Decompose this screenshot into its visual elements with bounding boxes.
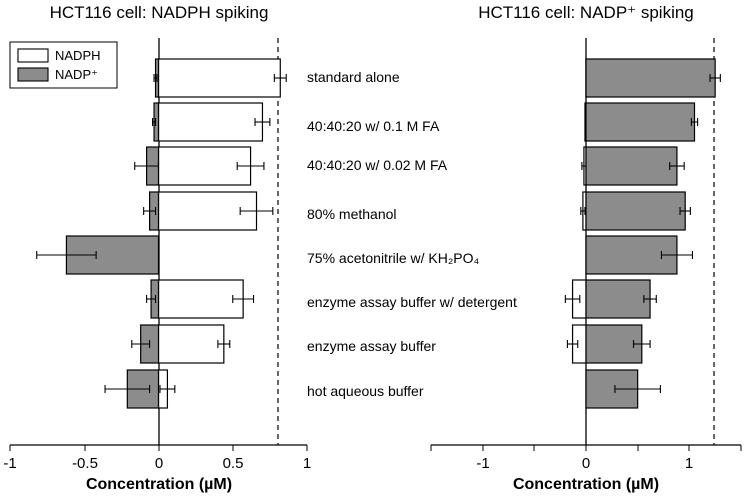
error-bar-nadp <box>134 162 160 170</box>
category-label: standard alone <box>307 69 400 85</box>
category-label: 80% methanol <box>307 206 397 222</box>
category-label: enzyme assay buffer <box>307 338 436 354</box>
error-bar-nadp <box>152 118 157 126</box>
error-bar-nadph <box>254 118 271 126</box>
error-bar-nadph <box>159 385 176 393</box>
error-bar-nadp <box>690 118 699 126</box>
tick-label: -1 <box>3 455 16 472</box>
error-bar-nadp <box>146 295 157 303</box>
error-bar-nadp <box>36 251 97 259</box>
category-label: 75% acetonitrile w/ KH₂PO₄ <box>307 250 480 266</box>
bars-nadp-spiking <box>564 58 721 409</box>
tick-label: 0.5 <box>223 455 244 472</box>
panel-nadph-spiking: HCT116 cell: NADPH spiking -1 -0.5 0 0.5… <box>3 3 311 493</box>
bar-nadp <box>585 146 678 186</box>
error-bar-nadp <box>669 162 685 170</box>
category-label: enzyme assay buffer w/ detergent <box>307 294 517 310</box>
legend-swatch-nadp <box>17 67 49 82</box>
panel-nadp-spiking: HCT116 cell: NADP⁺ spiking -1 0 1 Concen… <box>430 3 742 493</box>
legend-swatch-nadph <box>17 48 49 63</box>
error-bar-nadph <box>239 207 274 215</box>
bar-nadp <box>585 102 696 142</box>
legend-label-nadp: NADP⁺ <box>55 67 98 82</box>
error-bar-nadph <box>580 207 586 215</box>
bar-nadph <box>157 279 244 319</box>
error-bar-nadp <box>104 385 151 393</box>
error-bar-nadp <box>632 340 651 348</box>
error-bar-nadp <box>153 74 158 82</box>
tick-label: 1 <box>303 455 311 472</box>
error-bar-nadp <box>679 207 691 215</box>
bar-nadph <box>157 324 225 364</box>
category-label: 40:40:20 w/ 0.02 M FA <box>307 157 448 173</box>
bar-nadph <box>157 102 264 142</box>
error-bar-nadph <box>273 74 287 82</box>
bar-nadp <box>585 58 716 98</box>
tick-label: -1 <box>476 455 489 472</box>
panel-title-nadph: HCT116 cell: NADPH spiking <box>50 3 269 22</box>
error-bar-nadp <box>643 295 657 303</box>
bar-nadp <box>585 191 686 231</box>
bar-nadp <box>585 324 643 364</box>
bar-nadp <box>585 279 651 319</box>
tick-marks-nadph <box>9 445 308 451</box>
category-label: hot aqueous buffer <box>307 383 424 399</box>
legend: NADPH NADP⁺ <box>9 41 118 89</box>
legend-label-nadph: NADPH <box>55 48 101 63</box>
error-bar-nadp <box>660 251 693 259</box>
error-bar-nadp <box>709 74 721 82</box>
bar-nadph <box>157 146 252 186</box>
error-bar-nadph <box>564 295 581 303</box>
tick-label: 0 <box>155 455 163 472</box>
category-labels: standard alone 40:40:20 w/ 0.1 M FA 40:4… <box>307 69 517 399</box>
error-bar-nadph <box>232 295 255 303</box>
tick-label: 0 <box>582 455 590 472</box>
panel-title-nadp: HCT116 cell: NADP⁺ spiking <box>478 3 694 22</box>
x-axis-label-nadph: Concentration (µM) <box>86 476 232 493</box>
error-bar-nadph <box>566 340 579 348</box>
bars-nadph-spiking <box>36 58 287 409</box>
tick-label: -0.5 <box>72 455 98 472</box>
error-bar-nadph <box>217 340 231 348</box>
tick-marks-nadp <box>430 445 742 451</box>
x-axis-label-nadp: Concentration (µM) <box>513 476 659 493</box>
category-label: 40:40:20 w/ 0.1 M FA <box>307 118 440 134</box>
error-bar-nadp <box>131 340 151 348</box>
bar-nadph <box>157 58 281 98</box>
error-bar-nadp <box>143 207 157 215</box>
error-bar-nadp <box>614 385 661 393</box>
error-bar-nadph <box>236 162 265 170</box>
tick-label: 1 <box>685 455 693 472</box>
